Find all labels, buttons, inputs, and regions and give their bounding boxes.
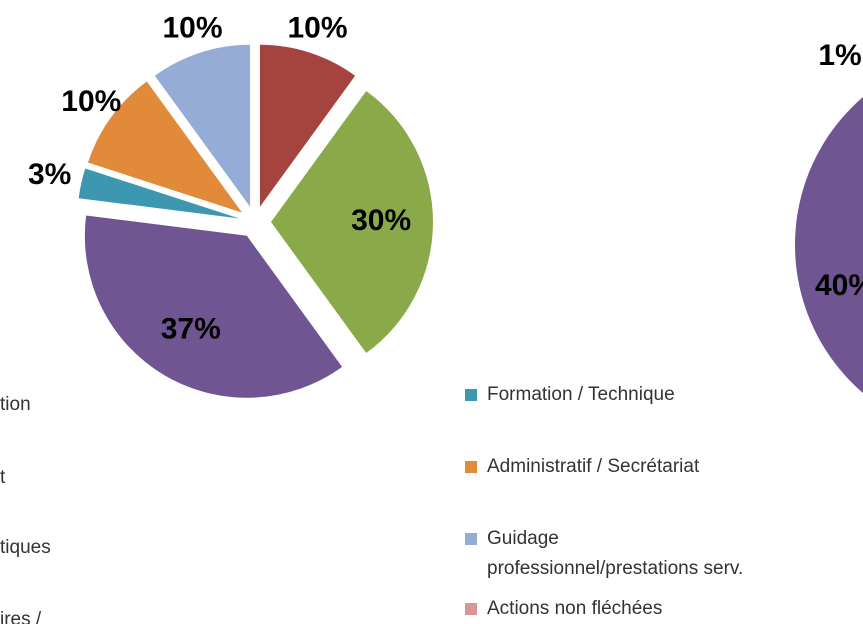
legend-label: ires / xyxy=(0,609,42,624)
legend-label: Actions non fléchées xyxy=(487,598,662,619)
data-label: 3% xyxy=(28,158,71,191)
pie-slice xyxy=(84,215,343,398)
legend-line: Guidage xyxy=(487,528,559,549)
legend-label: tiques xyxy=(0,537,51,558)
legend-label: Administratif / Secrétariat xyxy=(487,456,700,477)
pie-slice xyxy=(795,97,863,393)
data-label: 40% xyxy=(815,269,863,302)
legend-swatch xyxy=(465,461,477,473)
legend-label: Guidage professionnel/prestations serv. xyxy=(487,528,743,579)
data-label: 30% xyxy=(351,204,411,237)
data-label: 37% xyxy=(161,313,221,346)
legend-line: professionnel/prestations serv. xyxy=(487,558,743,579)
data-label: 10% xyxy=(287,12,347,45)
pie-slice xyxy=(78,168,240,219)
data-label: 10% xyxy=(162,12,222,45)
data-label: 10% xyxy=(61,85,121,118)
legend-label: Formation / Technique xyxy=(487,384,675,405)
legend-label: tion xyxy=(0,394,31,415)
pie-slice xyxy=(87,81,243,213)
pie-slice xyxy=(271,90,434,354)
legend-swatch xyxy=(465,603,477,615)
legend-swatch xyxy=(465,533,477,545)
legend-swatch xyxy=(465,389,477,401)
pie-slice xyxy=(259,44,356,207)
legend-label: t xyxy=(0,467,6,488)
pie-slice xyxy=(154,44,251,207)
data-label: 1% xyxy=(818,39,861,72)
